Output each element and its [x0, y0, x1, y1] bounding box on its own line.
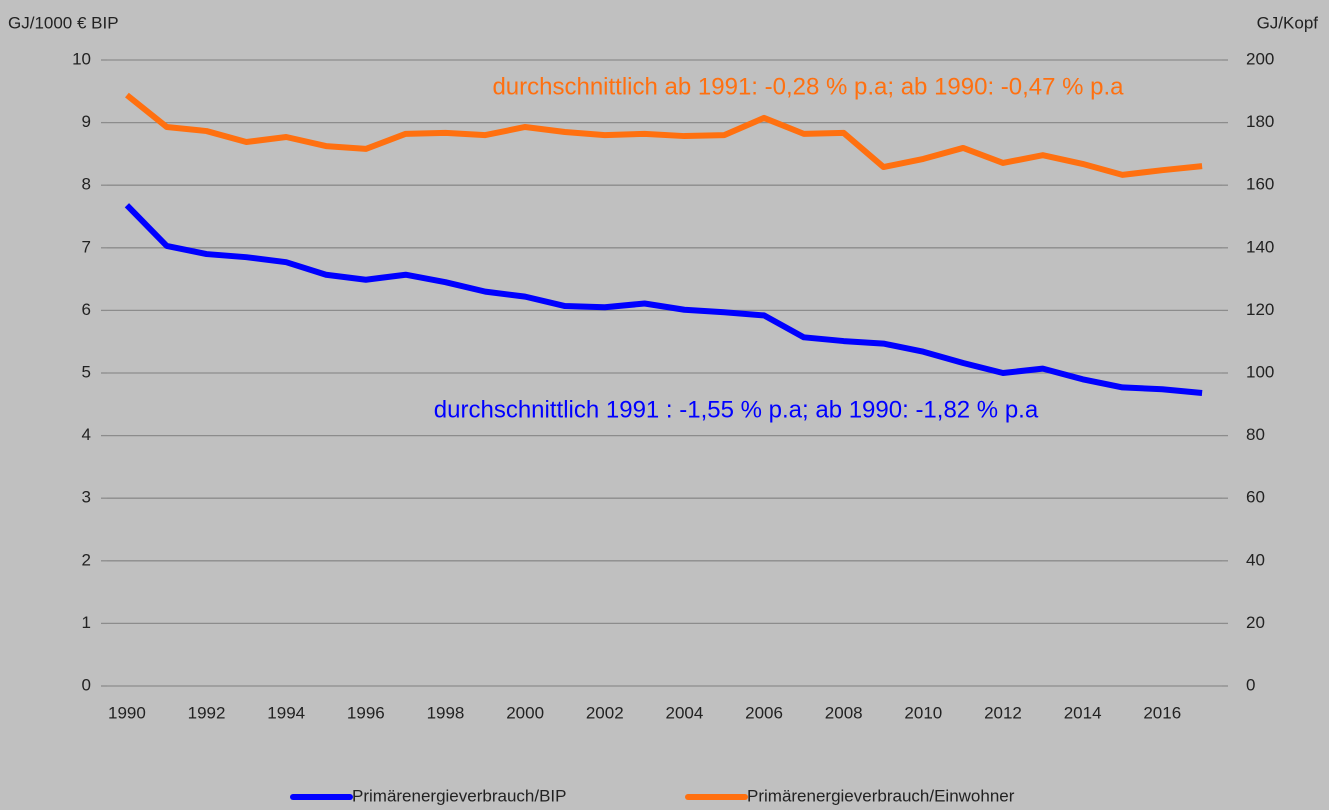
- y2-tick-label: 200: [1246, 49, 1274, 68]
- x-tick-label: 1992: [188, 703, 226, 722]
- x-tick-label: 2006: [745, 703, 783, 722]
- y-tick-label: 3: [82, 488, 91, 507]
- x-tick-label: 2012: [984, 703, 1022, 722]
- y-tick-label: 8: [82, 175, 91, 194]
- y2-tick-label: 0: [1246, 675, 1255, 694]
- x-tick-label: 1998: [427, 703, 465, 722]
- annotation: durchschnittlich 1991 : -1,55 % p.a; ab …: [434, 396, 1039, 423]
- x-tick-label: 2004: [665, 703, 703, 722]
- x-tick-label: 2008: [825, 703, 863, 722]
- annotation: durchschnittlich ab 1991: -0,28 % p.a; a…: [492, 73, 1124, 100]
- data-line: [124, 203, 1203, 397]
- y2-tick-label: 160: [1246, 175, 1274, 194]
- y-tick-label: 7: [82, 237, 91, 256]
- x-tick-label: 2010: [904, 703, 942, 722]
- y-tick-label: 6: [82, 300, 91, 319]
- y2-tick-label: 120: [1246, 300, 1274, 319]
- y2-tick-label: 180: [1246, 112, 1274, 131]
- y-tick-label: 4: [82, 425, 91, 444]
- x-tick-label: 2000: [506, 703, 544, 722]
- x-tick-label: 2016: [1143, 703, 1181, 722]
- y2-axis-label: GJ/Kopf: [1257, 13, 1319, 32]
- y2-tick-label: 140: [1246, 237, 1274, 256]
- y-tick-label: 2: [82, 550, 91, 569]
- legend-label: Primärenergieverbrauch/BIP: [352, 786, 566, 805]
- y2-tick-label: 100: [1246, 362, 1274, 381]
- legend-label: Primärenergieverbrauch/Einwohner: [747, 786, 1015, 805]
- x-tick-label: 1994: [267, 703, 305, 722]
- y2-tick-label: 40: [1246, 550, 1265, 569]
- y-tick-label: 5: [82, 362, 91, 381]
- x-tick-label: 1990: [108, 703, 146, 722]
- y-tick-label: 9: [82, 112, 91, 131]
- y2-tick-label: 20: [1246, 613, 1265, 632]
- data-line: [125, 92, 1203, 178]
- x-tick-label: 2002: [586, 703, 624, 722]
- x-tick-label: 2014: [1064, 703, 1102, 722]
- y2-tick-label: 80: [1246, 425, 1265, 444]
- x-tick-label: 1996: [347, 703, 385, 722]
- y-tick-label: 10: [72, 49, 91, 68]
- y-tick-label: 1: [82, 613, 91, 632]
- y-axis-label: GJ/1000 € BIP: [8, 13, 119, 32]
- y-tick-label: 0: [82, 675, 91, 694]
- y2-tick-label: 60: [1246, 488, 1265, 507]
